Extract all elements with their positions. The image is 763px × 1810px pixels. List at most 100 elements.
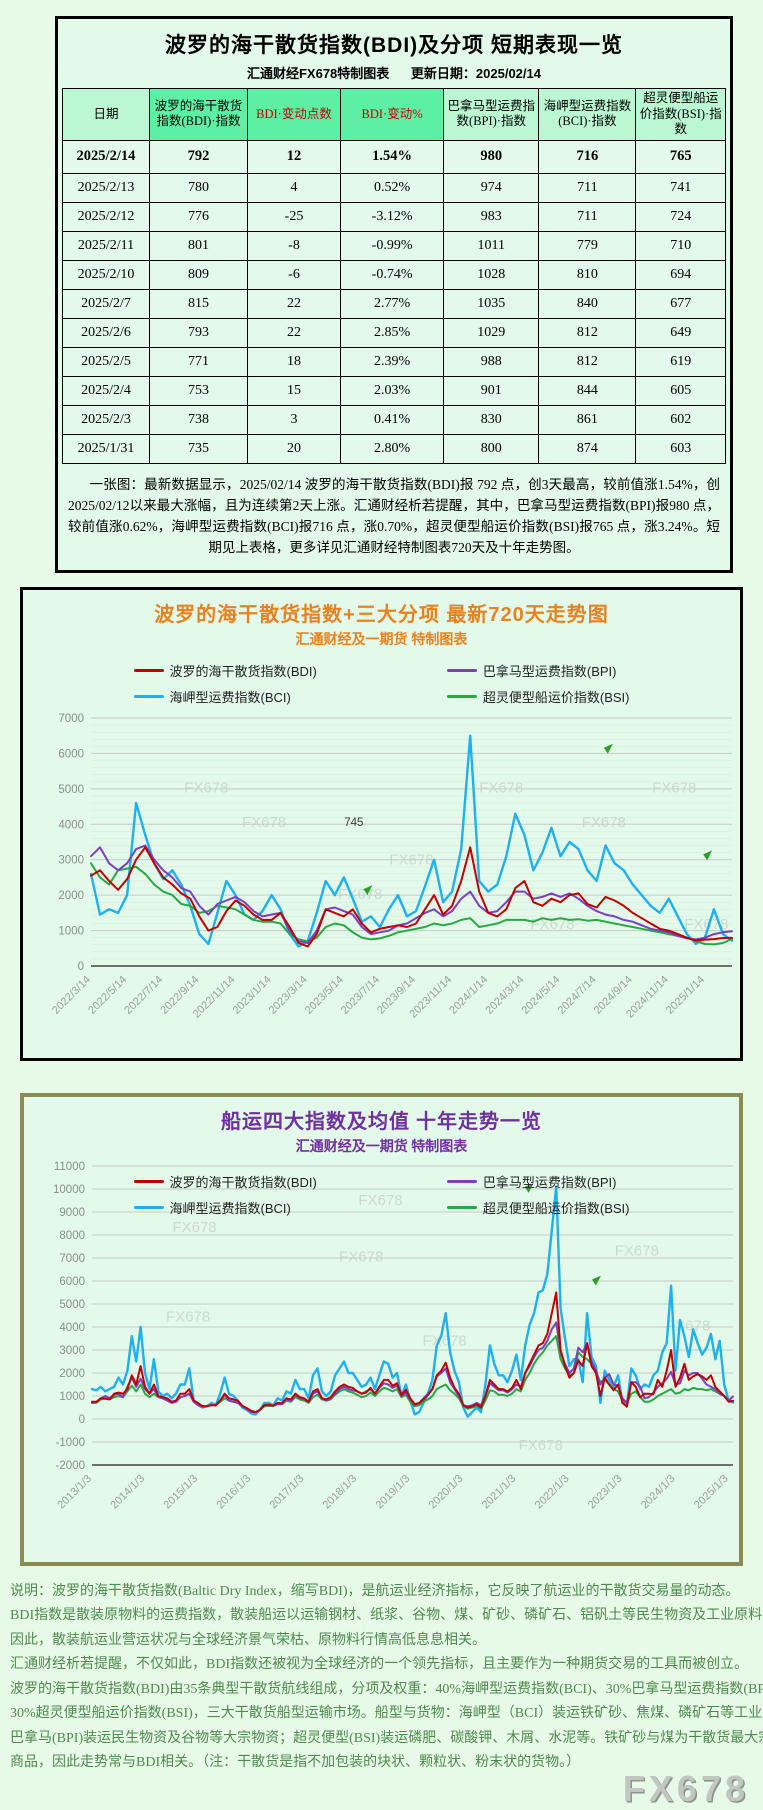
table-cell: 4 [247, 172, 341, 203]
x-axis-tick: 2018/1/3 [321, 1473, 360, 1512]
x-axis-tick: 2025/1/3 [692, 1473, 731, 1512]
table-cell: 735 [148, 433, 249, 464]
table-row: 2025/2/6 793 22 2.85% 1029 812 649 [62, 317, 726, 348]
table-cell: 830 [443, 404, 540, 435]
table-row: 2025/2/4 753 15 2.03% 901 844 605 [62, 375, 726, 406]
table-row: 2025/2/5 771 18 2.39% 988 812 619 [62, 346, 726, 377]
table-cell: 602 [635, 404, 726, 435]
series-line-1 [91, 1321, 734, 1413]
chart-watermark: FX678 [166, 1308, 210, 1325]
x-axis-tick: 2017/1/3 [268, 1473, 307, 1512]
table-cell: 711 [538, 201, 637, 232]
x-axis-tick: 2022/3/14 [50, 974, 93, 1017]
y-axis-tick: 11000 [54, 1161, 85, 1173]
table-cell: -25 [247, 201, 341, 232]
column-header: BDI·变动% [339, 88, 445, 141]
table-cell: 694 [635, 259, 726, 290]
table-cell: 983 [443, 201, 540, 232]
series-line-0 [90, 846, 733, 948]
bdi-table-panel: 波罗的海干散货指数(BDI)及分项 短期表现一览 汇通财经FX678特制图表 更… [55, 16, 733, 573]
table-cell: -3.12% [339, 201, 445, 232]
ten-year-chart-panel: 船运四大指数及均值 十年走势一览 汇通财经及一期货 特制图表 -2000 -100… [20, 1092, 743, 1566]
x-axis-tick: 2024/1/3 [639, 1473, 678, 1512]
table-cell: 741 [635, 172, 726, 203]
chart-watermark: FX678 [184, 779, 228, 796]
chart-watermark: FX678 [358, 1192, 402, 1209]
series-line-0 [91, 1291, 734, 1413]
chart-watermark: FX678 [479, 779, 523, 796]
y-axis-tick: 7000 [58, 713, 84, 725]
x-axis-tick: 2024/1/14 [447, 974, 490, 1017]
table-cell: 2.85% [339, 317, 445, 348]
bottom-chart: -2000 -1000 0 1000 2000 3000 4000 5000 6000 7000 8… [24, 1156, 739, 1558]
table-source: 汇通财经FX678特制图表 [246, 66, 390, 81]
table-cell: 2025/2/13 [62, 172, 150, 203]
x-axis-tick: 2016/1/3 [214, 1473, 253, 1512]
table-cell: 1028 [443, 259, 540, 290]
x-axis-tick: 2022/1/3 [533, 1473, 572, 1512]
footer-note-line: 汇通财经析若提醒，不仅如此，BDI指数还被视为全球经济的一个领先指标，且主要作为… [10, 1657, 749, 1673]
table-cell: 809 [148, 259, 249, 290]
table-cell: 12 [247, 139, 341, 174]
legend-swatch [446, 694, 477, 698]
chart-watermark: FX678 [338, 886, 382, 903]
y-axis-tick: 5000 [59, 1299, 85, 1311]
chart-watermark: FX678 [389, 851, 433, 868]
table-cell: 844 [538, 375, 637, 406]
x-axis-tick: 2023/1/14 [231, 974, 274, 1017]
table-subtitle: 汇通财经FX678特制图表 更新日期：2025/02/14 [62, 63, 726, 82]
bdi-short-term-table: 日期 波罗的海干散货指数(BDI)·指数 BDI·变动点数 BDI·变动% 巴拿马型运费… [62, 88, 726, 464]
table-cell: 765 [635, 139, 726, 174]
table-row: 2025/1/31 735 20 2.80% 800 874 603 [62, 433, 726, 464]
chart-watermark: FX678 [666, 1317, 710, 1334]
table-cell: 3 [247, 404, 341, 435]
x-axis-tick: 2013/1/3 [55, 1473, 94, 1512]
y-axis-tick: 5000 [58, 784, 84, 796]
table-cell: 619 [635, 346, 726, 377]
y-axis-tick: 4000 [59, 1322, 85, 1334]
cursor-arrow-icon [363, 884, 373, 895]
table-cell: 753 [148, 375, 249, 406]
y-axis-tick: 0 [79, 1414, 85, 1426]
legend-label: 海岬型运费指数(BCI) [169, 689, 291, 705]
table-cell: 20 [247, 433, 341, 464]
y-axis-tick: 1000 [58, 925, 84, 937]
legend-label: 波罗的海干散货指数(BDI) [169, 663, 317, 679]
table-cell: 22 [247, 317, 341, 348]
table-cell: 974 [443, 172, 540, 203]
y-axis-tick: 1000 [59, 1391, 85, 1403]
mid-chart-title: 波罗的海干散货指数+三大分项 最新720天走势图 [154, 603, 609, 626]
table-cell: 2025/2/11 [62, 230, 150, 261]
legend-swatch [133, 668, 164, 672]
table-cell: 901 [443, 375, 540, 406]
series-line-3 [90, 862, 733, 946]
cursor-arrow-icon [591, 1275, 601, 1286]
table-cell: -0.74% [339, 259, 445, 290]
y-axis-tick: 4000 [58, 819, 84, 831]
x-axis-tick: 2021/1/3 [480, 1473, 519, 1512]
table-cell: 2025/2/6 [62, 317, 150, 348]
table-row: 2025/2/3 738 3 0.41% 830 861 602 [62, 404, 726, 435]
table-cell: 2025/2/5 [62, 346, 150, 377]
x-axis-tick: 2024/5/14 [519, 974, 562, 1017]
table-cell: 2025/2/10 [62, 259, 150, 290]
table-cell: 861 [538, 404, 637, 435]
table-cell: 710 [635, 230, 726, 261]
footer-note-line: 巴拿马(BPI)装运民生物资及谷物等大宗物资；超灵便型(BSI)装运磷肥、碳酸钾… [10, 1730, 763, 1746]
table-cell: 2025/2/12 [62, 201, 150, 232]
table-cell: 801 [148, 230, 249, 261]
chart-watermark: FX678 [615, 1243, 659, 1260]
table-cell: 2025/2/3 [62, 404, 150, 435]
summary-note: 一张图：最新数据显示，2025/02/14 波罗的海干散货指数(BDI)报 79… [68, 476, 720, 555]
table-cell: 2.39% [339, 346, 445, 377]
column-header: 日期 [62, 88, 150, 141]
chart-watermark: FX678 [422, 1332, 466, 1349]
legend-item: 巴拿马型运费指数(BPI) [446, 661, 630, 680]
table-row: 2025/2/14 792 12 1.54% 980 716 765 [62, 139, 726, 174]
footer-note-line: 30%超灵便型船运价指数(BSI)，三大干散货船型运输市场。船型与货物：海岬型（… [10, 1706, 763, 1722]
fx678-watermark: FX678 [622, 1767, 749, 1809]
x-axis-tick: 2024/7/14 [556, 974, 599, 1017]
mid-chart-subtitle: 汇通财经及一期货 特制图表 [295, 630, 468, 647]
table-cell: 2.80% [339, 433, 445, 464]
chart-watermark: FX678 [339, 1249, 383, 1266]
